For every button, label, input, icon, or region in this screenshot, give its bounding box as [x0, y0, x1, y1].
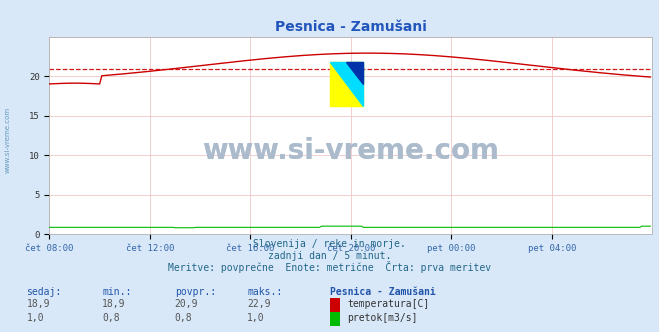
Text: povpr.:: povpr.:	[175, 287, 215, 297]
Text: 1,0: 1,0	[247, 313, 265, 323]
Text: 18,9: 18,9	[26, 299, 50, 309]
Text: 18,9: 18,9	[102, 299, 126, 309]
Text: 0,8: 0,8	[175, 313, 192, 323]
Text: maks.:: maks.:	[247, 287, 282, 297]
Text: min.:: min.:	[102, 287, 132, 297]
Text: 20,9: 20,9	[175, 299, 198, 309]
Text: pretok[m3/s]: pretok[m3/s]	[347, 313, 418, 323]
Title: Pesnica - Zamušani: Pesnica - Zamušani	[275, 20, 427, 34]
Text: 1,0: 1,0	[26, 313, 44, 323]
Text: www.si-vreme.com: www.si-vreme.com	[202, 137, 500, 165]
Text: sedaj:: sedaj:	[26, 287, 61, 297]
Polygon shape	[347, 62, 363, 84]
Text: Pesnica - Zamušani: Pesnica - Zamušani	[330, 287, 435, 297]
Text: 0,8: 0,8	[102, 313, 120, 323]
Text: Meritve: povprečne  Enote: metrične  Črta: prva meritev: Meritve: povprečne Enote: metrične Črta:…	[168, 261, 491, 273]
Polygon shape	[330, 62, 363, 106]
Text: temperatura[C]: temperatura[C]	[347, 299, 430, 309]
Bar	[330, 62, 363, 106]
Text: 22,9: 22,9	[247, 299, 271, 309]
Text: www.si-vreme.com: www.si-vreme.com	[5, 106, 11, 173]
Text: Slovenija / reke in morje.: Slovenija / reke in morje.	[253, 239, 406, 249]
Text: zadnji dan / 5 minut.: zadnji dan / 5 minut.	[268, 251, 391, 261]
Text: www.si-vreme.com: www.si-vreme.com	[202, 137, 500, 165]
